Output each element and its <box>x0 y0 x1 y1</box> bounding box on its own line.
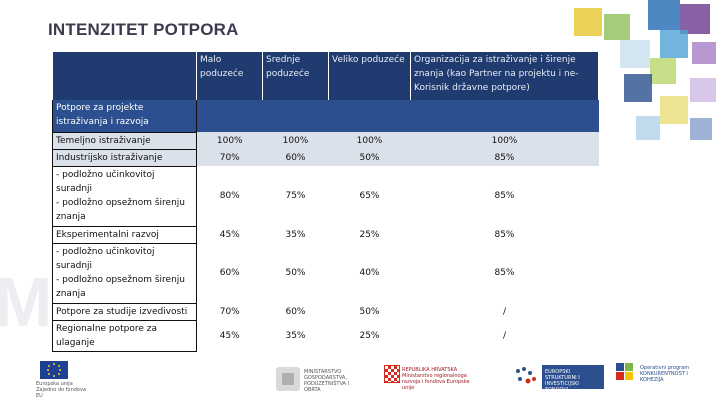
croatia-coat-icon <box>384 365 400 383</box>
cell-value <box>196 100 263 132</box>
table-row: Temeljno istraživanje 100% 100% 100% 100… <box>52 132 599 150</box>
table-row: - podložno učinkovitoj suradnji - podlož… <box>52 242 599 304</box>
cell-value: 25% <box>328 226 411 243</box>
ministry-logo <box>276 367 300 391</box>
watermark-letter: M <box>0 263 53 341</box>
cell-value: 70% <box>196 303 263 320</box>
esi-label: EUROPSKI STRUKTURNI I INVESTICIJSKI FOND… <box>542 365 604 393</box>
cell-value <box>328 100 411 132</box>
cell-value: 45% <box>196 320 263 351</box>
cell-value: 60% <box>196 243 263 303</box>
cell-value: 35% <box>262 320 329 351</box>
table-row: Eksperimentalni razvoj 45% 35% 25% 85% <box>52 225 599 244</box>
eu-flag-text: Europska unija Zajedno do fondova EU <box>36 381 87 399</box>
cell-value: 60% <box>262 303 329 320</box>
intensity-table: Malo poduzeće Srednje poduzeće Veliko po… <box>52 52 599 352</box>
row-label: Potpore za studije izvedivosti <box>52 302 197 321</box>
cell-value: 45% <box>196 226 263 243</box>
table-row: Potpore za studije izvedivosti 70% 60% 5… <box>52 302 599 321</box>
row-label: - podložno učinkovitoj suradnji - podlož… <box>52 165 197 227</box>
cell-value: 50% <box>328 149 411 166</box>
cell-value: 100% <box>196 132 263 149</box>
cell-value: 50% <box>262 243 329 303</box>
cell-value: 60% <box>262 149 329 166</box>
row-label: Eksperimentalni razvoj <box>52 225 197 244</box>
stars-icon <box>47 363 61 377</box>
row-label: Potpore za projekte istraživanja i razvo… <box>52 100 197 133</box>
cell-value: 85% <box>410 149 599 166</box>
table-row: Regionalne potpore za ulaganje 45% 35% 2… <box>52 319 599 352</box>
ministry-text: MINISTARSTVO GOSPODARSTVA, PODUZETNIŠTVA… <box>304 369 350 393</box>
table-row: Potpore za projekte istraživanja i razvo… <box>52 100 599 133</box>
cell-value: 85% <box>410 166 599 226</box>
cell-value: 100% <box>410 132 599 149</box>
row-label: Industrijsko istraživanje <box>52 149 197 167</box>
header-malo: Malo poduzeće <box>196 52 263 100</box>
esi-stars-icon <box>516 367 536 384</box>
cell-value: 85% <box>410 226 599 243</box>
cell-value: 35% <box>262 226 329 243</box>
cell-value: 85% <box>410 243 599 303</box>
footer-logos: Europska unija Zajedno do fondova EU MIN… <box>0 357 720 405</box>
row-label: Regionalne potpore za ulaganje <box>52 319 197 352</box>
cell-value: / <box>410 320 599 351</box>
cell-value <box>262 100 329 132</box>
cell-value: 100% <box>328 132 411 149</box>
table-header-row: Malo poduzeće Srednje poduzeće Veliko po… <box>52 52 599 100</box>
republika-text: REPUBLIKA HRVATSKA Ministarstvo regional… <box>402 367 470 391</box>
cell-value: 40% <box>328 243 411 303</box>
cell-value: 70% <box>196 149 263 166</box>
cell-value: / <box>410 303 599 320</box>
eu-flag-logo <box>40 361 68 379</box>
row-label: - podložno učinkovitoj suradnji - podlož… <box>52 242 197 304</box>
header-veliko: Veliko poduzeće <box>328 52 411 100</box>
esi-text: EUROPSKI STRUKTURNI I INVESTICIJSKI FOND… <box>545 369 580 393</box>
cell-value: 100% <box>262 132 329 149</box>
cell-value: 50% <box>328 303 411 320</box>
page-title: INTENZITET POTPORA <box>48 20 239 39</box>
header-srednje: Srednje poduzeće <box>262 52 329 100</box>
cell-value: 25% <box>328 320 411 351</box>
header-organizacija: Organizacija za istraživanje i širenje z… <box>410 52 599 100</box>
row-label: Temeljno istraživanje <box>52 132 197 150</box>
esi-logo <box>512 365 540 389</box>
op-text: Operativni program KONKURENTNOST I KOHEZ… <box>640 365 690 383</box>
cell-value: 80% <box>196 166 263 226</box>
op-logo <box>616 363 638 385</box>
header-empty <box>52 52 197 100</box>
table-row: Industrijsko istraživanje 70% 60% 50% 85… <box>52 149 599 167</box>
cell-value: 75% <box>262 166 329 226</box>
table-row: - podložno učinkovitoj suradnji - podlož… <box>52 165 599 227</box>
cell-value <box>410 100 599 132</box>
cell-value: 65% <box>328 166 411 226</box>
